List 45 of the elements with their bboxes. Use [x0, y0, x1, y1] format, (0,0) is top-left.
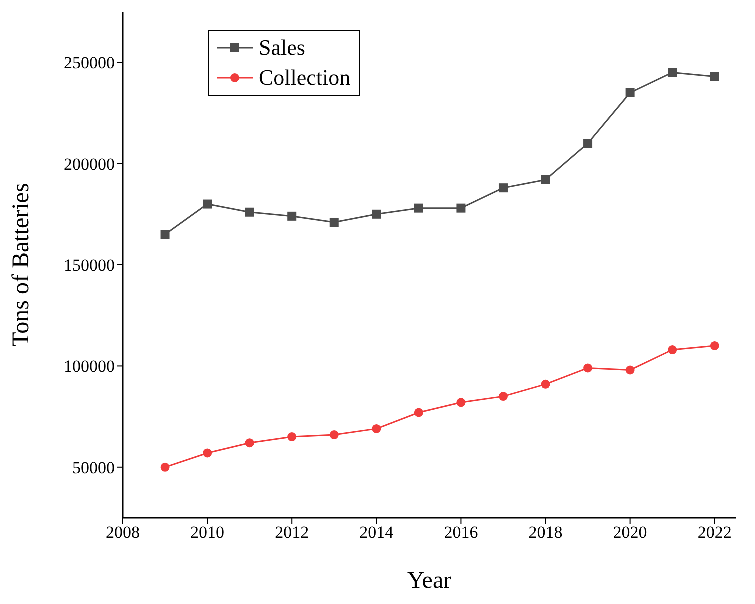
- point: [288, 212, 297, 221]
- x-tick-label: 2008: [106, 523, 140, 542]
- point: [414, 408, 424, 418]
- x-tick-label: 2012: [275, 523, 310, 542]
- point: [160, 462, 170, 472]
- point: [498, 392, 508, 402]
- y-tick-label: 100000: [64, 357, 115, 376]
- point: [626, 88, 635, 98]
- point: [541, 380, 550, 389]
- x-tick-label: 2014: [360, 523, 394, 542]
- point: [245, 438, 254, 448]
- point: [584, 364, 593, 373]
- point: [710, 72, 720, 82]
- x-tick-label: 2022: [698, 523, 732, 542]
- x-axis-title: Year: [407, 568, 452, 594]
- x-tick-label: 2018: [528, 523, 563, 542]
- point: [203, 200, 212, 209]
- point: [668, 68, 678, 78]
- x-tick-label: 2020: [613, 523, 648, 542]
- point: [456, 398, 466, 408]
- point: [584, 139, 593, 148]
- y-tick-label: 200000: [64, 154, 115, 174]
- point: [541, 175, 550, 184]
- point: [372, 210, 382, 219]
- point: [626, 366, 635, 375]
- x-tick-label: 2010: [190, 523, 225, 542]
- legend-label: Sales: [259, 34, 306, 62]
- y-tick-label: 50000: [72, 458, 115, 478]
- point: [330, 218, 339, 227]
- y-tick-label: 250000: [64, 54, 115, 73]
- legend-label: Collection: [259, 64, 351, 92]
- point: [498, 184, 508, 193]
- y-axis-title: Tons of Batteries: [8, 183, 35, 347]
- point: [288, 432, 297, 442]
- point: [456, 204, 466, 213]
- point: [710, 341, 720, 350]
- point: [668, 346, 678, 355]
- point: [203, 448, 212, 458]
- y-tick-label: 150000: [64, 256, 115, 276]
- point: [330, 430, 339, 440]
- point: [372, 424, 382, 434]
- point: [160, 230, 170, 240]
- x-tick-label: 2016: [444, 523, 478, 542]
- point: [245, 208, 254, 217]
- point: [414, 204, 424, 213]
